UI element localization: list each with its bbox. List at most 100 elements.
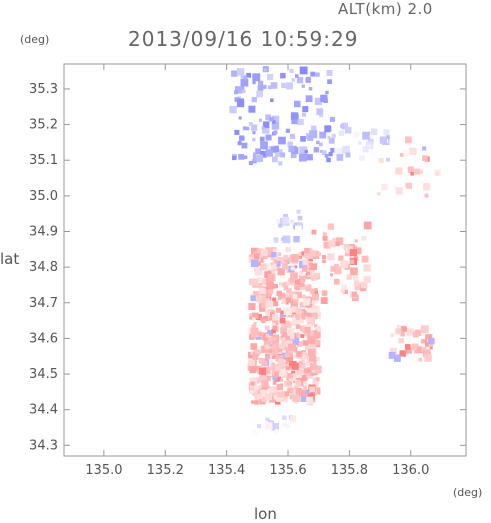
heatmap-cell bbox=[287, 248, 291, 252]
x-tick-label: 135.0 bbox=[85, 463, 122, 478]
heatmap-cell bbox=[295, 387, 302, 395]
heatmap-cell bbox=[309, 311, 318, 320]
heatmap-cell bbox=[290, 300, 298, 309]
heatmap-cell bbox=[265, 417, 270, 422]
heatmap-cell bbox=[292, 294, 298, 300]
heatmap-cell bbox=[260, 389, 268, 398]
heatmap-cell bbox=[353, 280, 360, 286]
heatmap-cell bbox=[327, 135, 332, 140]
heatmap-cell bbox=[269, 117, 274, 122]
heatmap-cell bbox=[303, 310, 307, 314]
heatmap-cell bbox=[290, 415, 297, 422]
heatmap-cell bbox=[295, 311, 304, 319]
heatmap-cell bbox=[271, 248, 277, 254]
heatmap-cell bbox=[296, 374, 300, 378]
heatmap-cell bbox=[236, 99, 245, 108]
heatmap-cell bbox=[346, 274, 353, 280]
heatmap-cell bbox=[277, 354, 284, 361]
y-axis-label: lat bbox=[0, 250, 20, 268]
heatmap-cell bbox=[285, 335, 290, 341]
heatmap-cell bbox=[296, 351, 303, 358]
heatmap-cell bbox=[234, 97, 240, 102]
heatmap-cell bbox=[287, 379, 292, 384]
heatmap-cell bbox=[418, 357, 422, 362]
heatmap-cell bbox=[283, 214, 288, 219]
heatmap-cell bbox=[320, 149, 323, 153]
heatmap-cell bbox=[259, 384, 264, 390]
heatmap-cell bbox=[367, 144, 372, 149]
heatmap-cell bbox=[272, 297, 277, 302]
heatmap-cell bbox=[257, 84, 264, 91]
heatmap-cell bbox=[302, 294, 306, 299]
heatmap-cell bbox=[286, 82, 293, 90]
x-tick-label: 135.2 bbox=[147, 463, 184, 478]
heatmap-cell bbox=[276, 391, 283, 398]
heatmap-cell bbox=[238, 116, 242, 120]
heatmap-cell bbox=[271, 423, 279, 431]
heatmap-cell bbox=[322, 150, 327, 155]
heatmap-cell bbox=[235, 86, 243, 94]
heatmap-cell bbox=[245, 126, 250, 131]
heatmap-cell bbox=[259, 375, 267, 384]
heatmap-cell bbox=[326, 70, 333, 76]
y-axis-unit: (deg) bbox=[20, 33, 50, 46]
heatmap-cell bbox=[413, 331, 419, 338]
heatmap-cell bbox=[299, 301, 306, 308]
heatmap-cell bbox=[278, 358, 285, 365]
heatmap-cell bbox=[376, 174, 380, 178]
heatmap-cell bbox=[334, 266, 342, 275]
heatmap-cell bbox=[258, 80, 264, 86]
heatmap-cell bbox=[252, 81, 256, 85]
heatmap-cell bbox=[278, 257, 286, 264]
heatmap-cell bbox=[273, 259, 278, 264]
heatmap-cell bbox=[303, 368, 309, 374]
heatmap-cell bbox=[252, 354, 259, 360]
x-tick-label: 135.8 bbox=[331, 463, 368, 478]
heatmap-cell bbox=[287, 343, 296, 351]
heatmap-cell bbox=[290, 272, 298, 281]
x-axis-label: lon bbox=[254, 505, 277, 523]
heatmap-cell bbox=[252, 283, 257, 288]
heatmap-cell bbox=[293, 384, 299, 390]
heatmap-cell bbox=[312, 377, 320, 385]
heatmap-cell bbox=[302, 266, 308, 272]
heatmap-cell bbox=[304, 326, 311, 333]
heatmap-cell bbox=[256, 248, 264, 256]
heatmap-cell bbox=[405, 347, 413, 354]
heatmap-cell bbox=[361, 255, 369, 263]
heatmap-cell bbox=[297, 118, 304, 126]
heatmap-cell bbox=[258, 257, 264, 263]
heatmap-cell bbox=[314, 290, 318, 294]
heatmap-cell bbox=[267, 336, 273, 342]
heatmap-cell bbox=[314, 97, 323, 105]
heatmap-cell bbox=[267, 85, 272, 90]
heatmap-cell bbox=[258, 295, 263, 300]
heatmap-cell bbox=[260, 396, 267, 403]
heatmap-cell bbox=[319, 113, 323, 118]
heatmap-cell bbox=[389, 347, 397, 355]
heatmap-cell bbox=[345, 152, 351, 158]
heatmap-cell bbox=[289, 394, 295, 400]
heatmap-cell bbox=[253, 349, 260, 356]
heatmap-cell bbox=[290, 112, 299, 120]
heatmap-cell bbox=[406, 141, 412, 147]
heatmap-cell bbox=[272, 355, 276, 359]
heatmap-cell bbox=[424, 354, 432, 362]
heatmap-cell bbox=[296, 341, 303, 347]
heatmap-cell bbox=[422, 146, 427, 151]
heatmap-cell bbox=[250, 343, 258, 350]
heatmap-cell bbox=[265, 311, 270, 316]
heatmap-cell bbox=[295, 291, 302, 299]
heatmap-cell bbox=[320, 297, 328, 304]
heatmap-cell bbox=[273, 237, 279, 242]
heatmap-cell bbox=[328, 137, 335, 144]
heatmap-cell bbox=[254, 267, 263, 276]
heatmap-cell bbox=[285, 128, 290, 133]
heatmap-cell bbox=[267, 282, 275, 290]
heatmap-cell bbox=[268, 289, 274, 294]
heatmap-cell bbox=[327, 223, 335, 230]
heatmap-cell bbox=[274, 149, 283, 157]
heatmap-cell bbox=[304, 251, 311, 258]
heatmap-cell bbox=[267, 348, 272, 354]
heatmap-cell bbox=[335, 237, 344, 246]
